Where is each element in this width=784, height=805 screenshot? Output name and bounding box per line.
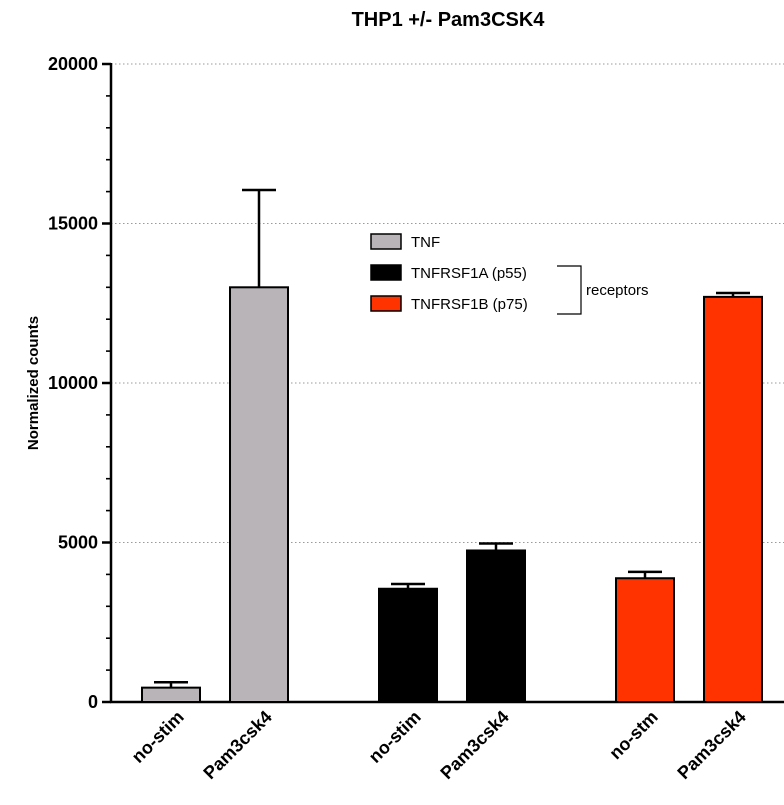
bar xyxy=(378,587,438,704)
x-tick-label: Pam3csk4 xyxy=(199,707,275,783)
bar xyxy=(141,686,201,704)
legend-label: TNFRSF1B (p75) xyxy=(411,296,528,313)
x-tick-label: Pam3csk4 xyxy=(673,707,749,783)
bars xyxy=(141,188,763,704)
legend-swatch xyxy=(370,233,402,250)
y-tick-label: 0 xyxy=(88,692,98,712)
x-tick-label: no-stm xyxy=(605,707,662,764)
legend-swatch xyxy=(370,295,402,312)
receptors-bracket xyxy=(557,265,582,315)
bar xyxy=(466,549,526,703)
x-tick-label: no-stim xyxy=(128,707,188,767)
legend-swatch xyxy=(370,264,402,281)
x-axis: no-stim Pam3csk4 no-stim Pam3csk4 no-stm Pam3… xyxy=(110,700,784,783)
legend: TNF TNFRSF1A (p55) TNFRSF1B (p75) receptors xyxy=(370,233,649,315)
bar xyxy=(615,577,675,704)
y-tick-label: 15000 xyxy=(48,214,98,234)
grid xyxy=(111,63,784,543)
y-axis-label: Normalized counts xyxy=(25,316,42,450)
bar xyxy=(703,295,763,703)
y-tick-label: 20000 xyxy=(48,54,98,74)
legend-label: TNF xyxy=(411,234,440,251)
x-tick-label: Pam3csk4 xyxy=(436,707,512,783)
legend-label: TNFRSF1A (p55) xyxy=(411,265,527,282)
x-tick-label: no-stim xyxy=(365,707,425,767)
receptors-annotation: receptors xyxy=(586,282,649,299)
y-axis: 0 5000 10000 15000 20000 xyxy=(48,54,113,712)
y-tick-label: 10000 xyxy=(48,373,98,393)
chart-title: THP1 +/- Pam3CSK4 xyxy=(352,9,546,31)
bar xyxy=(229,286,289,703)
y-tick-label: 5000 xyxy=(58,533,98,553)
